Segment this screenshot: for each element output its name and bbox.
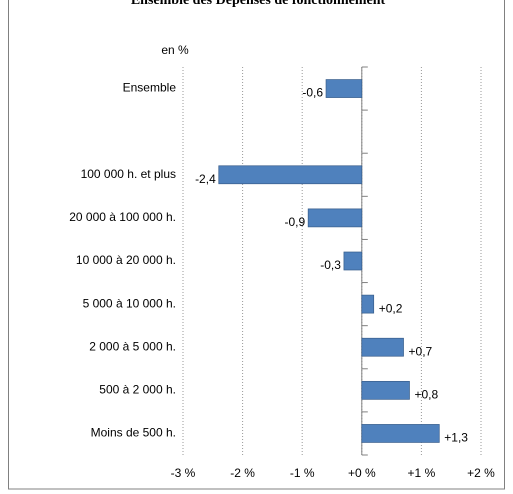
bar — [361, 380, 410, 400]
bar — [361, 294, 375, 314]
chart-title: Ensemble des Dépenses de fonctionnement — [131, 0, 386, 8]
x-tick-label: +1 % — [408, 466, 436, 480]
value-label: +1,3 — [444, 431, 468, 445]
y-tick-label: 2 000 à 5 000 h. — [89, 339, 176, 353]
x-tick-label: -3 % — [171, 466, 196, 480]
x-tick-label: +0 % — [348, 466, 376, 480]
y-tick-label: Moins de 500 h. — [91, 426, 176, 440]
value-label: -0,9 — [284, 215, 305, 229]
y-tick-label: 5 000 à 10 000 h. — [83, 296, 176, 310]
chart-frame — [8, 0, 505, 490]
y-tick-label: 20 000 à 100 000 h. — [69, 210, 176, 224]
chart-subtitle: en % — [161, 43, 189, 57]
bar — [218, 165, 363, 185]
value-label: -2,4 — [195, 172, 216, 186]
bar — [307, 208, 363, 228]
y-tick-label: 100 000 h. et plus — [81, 167, 176, 181]
y-tick-label: 500 à 2 000 h. — [99, 383, 176, 397]
bar — [325, 79, 363, 98]
x-tick-label: +2 % — [467, 466, 495, 480]
bar — [361, 337, 404, 357]
y-tick-label: Ensemble — [123, 81, 177, 95]
y-tick-label: 10 000 à 20 000 h. — [76, 253, 176, 267]
value-label: -0,3 — [320, 258, 341, 272]
value-label: +0,8 — [414, 388, 438, 402]
x-tick-label: -1 % — [290, 466, 315, 480]
bar — [361, 424, 440, 443]
bar — [343, 251, 363, 271]
value-label: +0,2 — [379, 301, 403, 315]
value-label: -0,6 — [302, 86, 323, 100]
value-label: +0,7 — [409, 344, 433, 358]
x-tick-label: -2 % — [230, 466, 255, 480]
